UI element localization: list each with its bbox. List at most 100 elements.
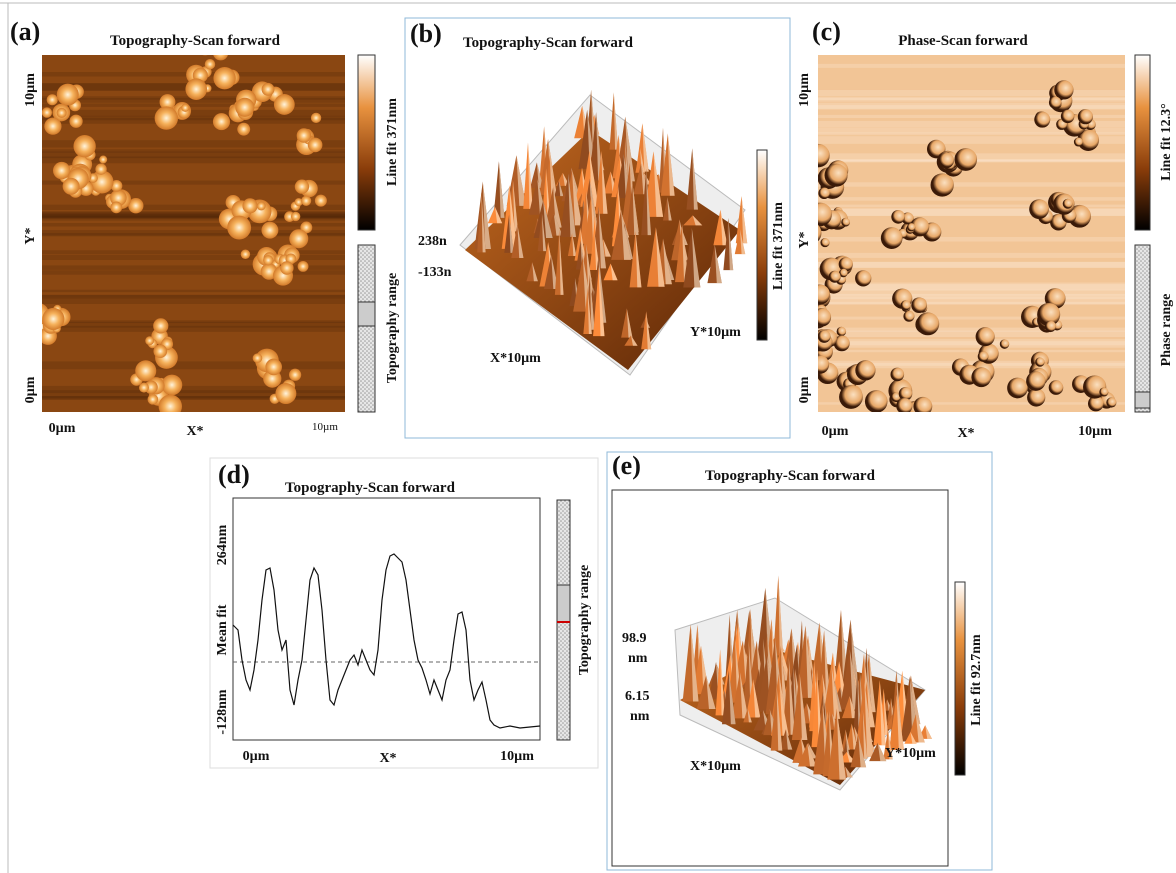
texture — [297, 128, 311, 142]
texture — [155, 106, 178, 129]
colorbar — [757, 150, 767, 340]
plot-area — [233, 498, 540, 740]
texture — [95, 163, 106, 174]
texture — [42, 223, 345, 226]
texture — [818, 105, 1125, 109]
texture — [19, 305, 38, 324]
texture — [153, 318, 168, 333]
panel-title: Topography-Scan forward — [285, 480, 456, 496]
texture — [818, 90, 1125, 96]
texture — [971, 367, 991, 387]
y-tick-label: 0µm — [23, 376, 38, 403]
texture — [903, 311, 914, 322]
texture — [153, 344, 167, 358]
z-tick-unit: nm — [628, 651, 648, 666]
texture — [792, 283, 802, 293]
texture — [837, 327, 847, 337]
texture — [1090, 413, 1100, 423]
colorbar-label: Line fit 371nm — [771, 202, 786, 290]
texture — [242, 198, 257, 213]
texture — [298, 261, 309, 272]
texture — [73, 135, 95, 157]
texture — [275, 383, 296, 404]
y-tick-label: 10µm — [23, 73, 38, 107]
y-axis-label: Mean fit — [215, 604, 230, 655]
texture — [818, 187, 830, 199]
texture — [301, 196, 311, 206]
texture — [1029, 199, 1049, 219]
texture — [1049, 96, 1061, 108]
x-axis-label: X* — [379, 751, 396, 766]
texture — [42, 322, 345, 328]
texture — [938, 153, 954, 169]
texture — [839, 257, 853, 271]
texture — [916, 312, 939, 335]
texture — [818, 64, 1125, 68]
texture — [241, 250, 250, 259]
texture — [253, 353, 263, 363]
texture — [213, 113, 230, 130]
y-tick-label: 10µm — [797, 73, 812, 107]
texture — [901, 300, 911, 310]
texture — [289, 369, 301, 381]
texture — [1049, 380, 1064, 395]
texture — [63, 178, 80, 195]
texture — [205, 59, 215, 69]
texture — [145, 336, 154, 345]
texture — [1000, 339, 1009, 348]
texture — [1078, 109, 1093, 124]
texture — [1063, 199, 1073, 209]
texture — [42, 250, 345, 254]
texture — [42, 386, 345, 393]
texture — [806, 144, 829, 167]
colorbar-label: Line fit 12.3° — [1159, 103, 1174, 181]
texture — [818, 262, 1125, 266]
texture — [42, 107, 52, 117]
texture — [44, 118, 61, 135]
panel-title: Topography-Scan forward — [463, 35, 634, 51]
panel-label: (c) — [812, 17, 841, 46]
texture — [808, 203, 832, 227]
texture — [263, 255, 273, 265]
texture — [42, 116, 345, 124]
texture — [818, 182, 1125, 186]
range-marker — [1135, 392, 1150, 408]
panel-label: (e) — [612, 451, 641, 480]
x-axis-label: X* — [186, 424, 203, 439]
texture — [42, 104, 345, 107]
z-tick-label: 6.15 — [625, 689, 650, 704]
z-tick-unit: nm — [630, 709, 650, 724]
texture — [818, 330, 831, 343]
texture — [32, 302, 40, 310]
colorbar — [1135, 55, 1150, 230]
texture — [139, 383, 149, 393]
texture — [1045, 321, 1056, 332]
panel-title: Topography-Scan forward — [705, 468, 876, 484]
texture — [891, 210, 905, 224]
texture — [227, 216, 251, 240]
texture — [825, 164, 848, 187]
texture — [820, 238, 829, 247]
texture — [1035, 357, 1044, 366]
texture — [855, 270, 871, 286]
texture — [20, 324, 33, 337]
y-axis-label: Y*10µm — [690, 325, 741, 340]
texture — [99, 156, 107, 164]
z-tick-label: 98.9 — [622, 631, 647, 646]
texture — [793, 320, 810, 337]
texture — [57, 84, 79, 106]
texture — [289, 229, 308, 248]
texture — [799, 317, 817, 335]
texture — [811, 355, 829, 373]
range-marker — [358, 302, 375, 326]
texture — [291, 212, 300, 221]
texture — [42, 270, 345, 274]
y-tick-label: -128nm — [215, 689, 230, 734]
texture — [1099, 387, 1108, 396]
range-bar — [358, 245, 375, 412]
texture — [257, 202, 266, 211]
panel-label: (d) — [218, 460, 250, 489]
x-tick-label: 10µm — [500, 749, 534, 764]
texture — [274, 94, 295, 115]
texture — [805, 168, 816, 179]
